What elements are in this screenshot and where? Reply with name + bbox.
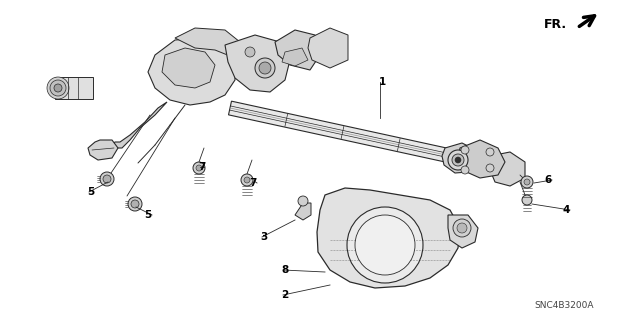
Polygon shape [282,48,308,66]
Circle shape [193,162,205,174]
Circle shape [298,196,308,206]
Circle shape [457,223,467,233]
Text: 6: 6 [545,175,552,185]
Circle shape [259,62,271,74]
Circle shape [524,179,530,185]
Circle shape [47,77,69,99]
Polygon shape [225,35,290,92]
Circle shape [196,165,202,171]
Circle shape [245,47,255,57]
Polygon shape [308,28,348,68]
Circle shape [461,146,469,154]
Circle shape [131,200,139,208]
Text: 4: 4 [563,205,570,215]
Polygon shape [162,48,215,88]
Text: 7: 7 [198,162,205,172]
Text: FR.: FR. [544,19,567,32]
Polygon shape [228,101,456,164]
Text: 5: 5 [145,210,152,220]
Circle shape [128,197,142,211]
Circle shape [241,174,253,186]
Text: 7: 7 [250,178,257,188]
Polygon shape [448,215,478,248]
Circle shape [486,148,494,156]
Text: 5: 5 [88,187,95,197]
Polygon shape [442,143,474,173]
Text: SNC4B3200A: SNC4B3200A [534,300,594,309]
Text: 1: 1 [378,77,386,87]
Text: 8: 8 [282,265,289,275]
Text: 3: 3 [260,232,268,242]
Polygon shape [275,30,320,70]
Polygon shape [175,28,240,58]
Text: 2: 2 [282,290,289,300]
Circle shape [453,219,471,237]
Circle shape [486,164,494,172]
Polygon shape [148,38,235,105]
Circle shape [100,172,114,186]
Polygon shape [490,152,525,186]
Circle shape [452,154,464,166]
Circle shape [50,80,66,96]
Polygon shape [88,140,118,160]
Circle shape [347,207,423,283]
Circle shape [355,215,415,275]
Polygon shape [458,140,505,178]
Circle shape [455,157,461,163]
Polygon shape [295,203,311,220]
Circle shape [522,195,532,205]
Circle shape [461,166,469,174]
Circle shape [54,84,62,92]
Circle shape [244,177,250,183]
Polygon shape [112,102,167,148]
Polygon shape [55,77,93,99]
Polygon shape [317,188,460,288]
Circle shape [448,150,468,170]
Circle shape [103,175,111,183]
Circle shape [255,58,275,78]
Circle shape [521,176,533,188]
